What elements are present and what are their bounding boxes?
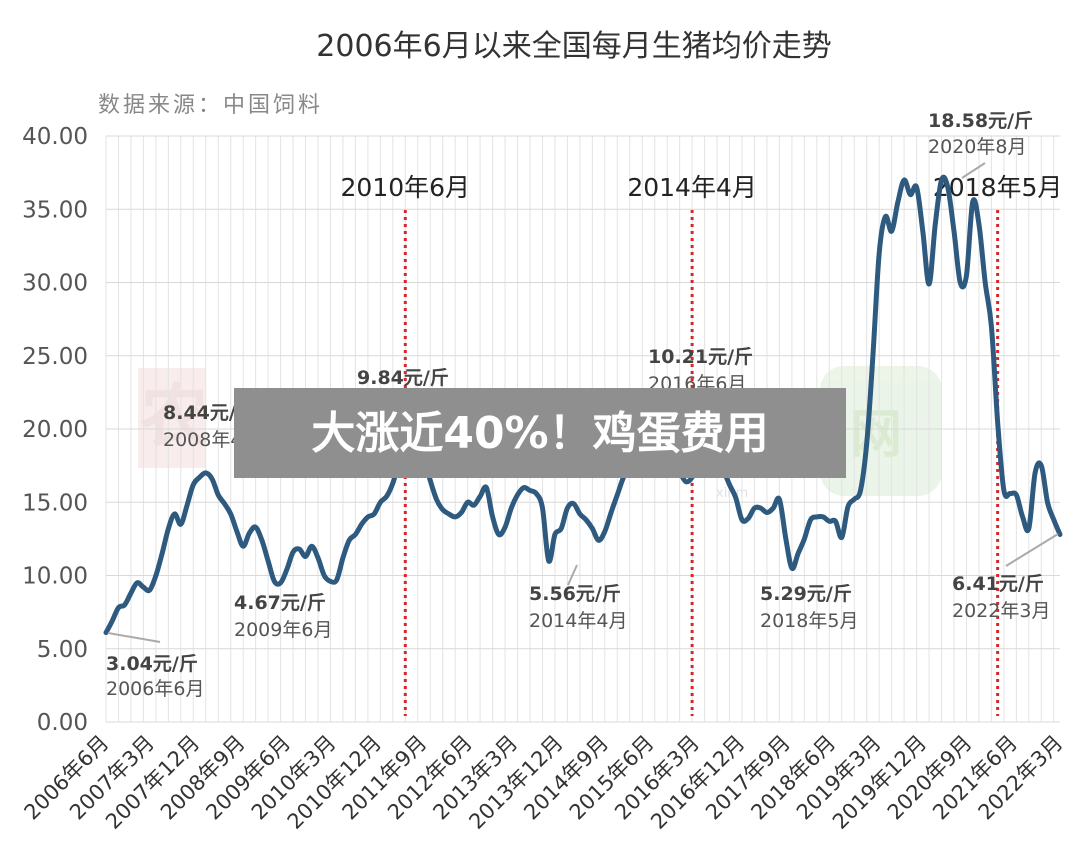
annotation-price: 5.56元/斤: [529, 583, 621, 605]
y-axis: 0.00 5.00 10.00 15.00 20.00 25.00 30.00 35.00 40…: [22, 124, 88, 736]
annotation-leader-line: [567, 564, 578, 586]
annotation-price: 3.04元/斤: [106, 653, 198, 675]
annotation-price: 6.41元/斤: [952, 573, 1044, 595]
chart-subtitle: 数据来源：中国饲料: [98, 93, 323, 118]
watermark-right-text: 网: [850, 405, 902, 465]
y-tick-label: 5.00: [37, 637, 88, 663]
annotation-date: 2022年3月: [952, 600, 1050, 622]
overlay-banner: 大涨近40%！鸡蛋费用: [234, 388, 846, 478]
annotation-price: 18.58元/斤: [928, 110, 1033, 132]
y-tick-label: 20.00: [22, 417, 88, 443]
y-tick-label: 0.00: [37, 710, 88, 736]
y-tick-label: 15.00: [22, 490, 88, 516]
watermark-green-block: [820, 366, 942, 496]
annotation-leader-line: [961, 162, 986, 179]
overlay-box: [234, 388, 846, 478]
watermark-left-text: 农: [140, 378, 208, 457]
annotation-price: 5.29元/斤: [760, 583, 852, 605]
annotation-date: 2018年5月: [760, 610, 858, 632]
annotation-date: 2009年6月: [234, 619, 332, 641]
period-marker-label: 2014年4月: [627, 173, 757, 202]
annotation-price: 9.84元/斤: [357, 367, 449, 389]
watermark: 农 网 xinm: [138, 366, 942, 501]
series-group: [103, 174, 1063, 636]
annotation-leader-line: [107, 632, 161, 643]
annotation-price: 10.21元/斤: [648, 346, 753, 368]
annotation-price: 4.67元/斤: [234, 592, 326, 614]
series-line: [103, 174, 1063, 636]
y-tick-label: 25.00: [22, 344, 88, 370]
y-tick-label: 35.00: [22, 197, 88, 223]
overlay-text: 大涨近40%！鸡蛋费用: [311, 408, 768, 459]
watermark-red-block: [138, 368, 206, 468]
period-marker-label: 2010年6月: [341, 173, 471, 202]
annotation-price: 8.44元/斤: [163, 402, 255, 424]
annotation-leader-line: [1005, 533, 1059, 567]
chart-title: 2006年6月以来全国每月生猪均价走势: [316, 29, 831, 64]
x-axis: 2006年6月2007年3月2007年12月2008年9月2009年6月2010…: [20, 731, 1068, 834]
y-tick-label: 40.00: [22, 124, 88, 150]
y-tick-label: 10.00: [22, 564, 88, 590]
annotation-date: 2020年8月: [928, 136, 1026, 158]
annotation-date: 2014年4月: [529, 610, 627, 632]
period-markers: 2010年6月 2014年4月 2018年5月: [341, 173, 1063, 716]
period-marker-label: 2018年5月: [933, 173, 1063, 202]
y-tick-label: 30.00: [22, 271, 88, 297]
annotation-date: 2006年6月: [106, 678, 204, 700]
